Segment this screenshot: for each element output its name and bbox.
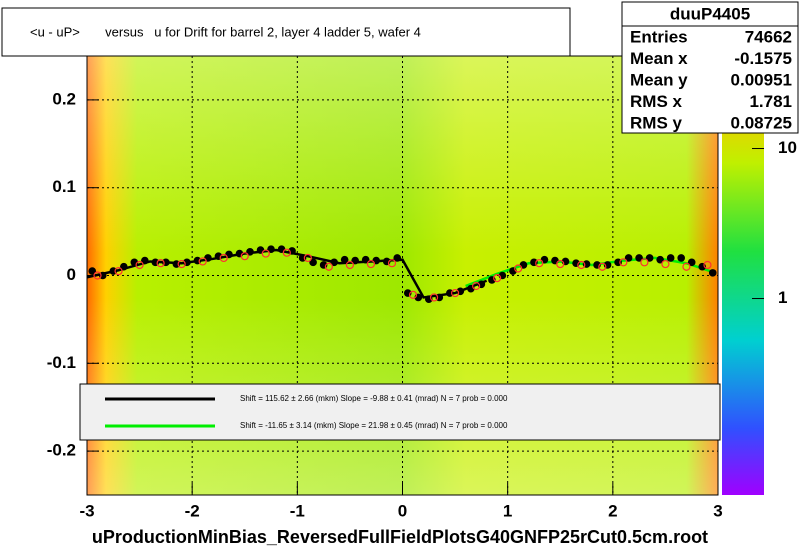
profile-point	[361, 255, 370, 264]
profile-point	[703, 260, 712, 270]
profile-point	[472, 281, 481, 291]
stats-key: RMS y	[630, 113, 683, 132]
profile-point	[219, 253, 228, 263]
profile-point	[514, 264, 523, 273]
profile-point	[519, 261, 528, 269]
profile-point	[635, 254, 643, 262]
profile-point	[282, 248, 291, 257]
profile-point	[156, 259, 165, 268]
profile-point	[225, 250, 233, 259]
x-tick-label: 3	[713, 501, 722, 520]
profile-point	[677, 254, 685, 262]
x-tick-label: 0	[398, 501, 407, 520]
stats-value: 0.00951	[731, 70, 792, 89]
profile-point	[267, 245, 275, 253]
z-tick-label: 1	[778, 288, 787, 307]
y-tick-label: 0.1	[52, 177, 76, 196]
profile-point	[351, 256, 359, 265]
profile-point	[114, 267, 123, 276]
profile-point	[540, 255, 549, 264]
profile-point	[640, 258, 649, 267]
stats-title: duuP4405	[670, 4, 750, 23]
profile-point	[682, 262, 691, 271]
y-tick-label: 0.2	[52, 89, 76, 108]
profile-point	[556, 259, 565, 269]
profile-point	[141, 256, 149, 265]
profile-point	[88, 267, 97, 275]
profile-point	[240, 252, 249, 261]
stats-key: Mean y	[630, 70, 688, 89]
legend-label: Shift = 115.62 ± 2.66 (mkm) Slope = -9.8…	[240, 394, 508, 403]
stats-box	[621, 1, 799, 134]
profile-point	[198, 257, 207, 266]
profile-point	[330, 258, 338, 267]
profile-point	[493, 274, 502, 283]
profile-point	[345, 260, 355, 270]
profile-point	[393, 254, 402, 262]
profile-point	[645, 254, 654, 262]
profile-point	[366, 259, 376, 269]
profile-point	[429, 293, 439, 302]
y-tick-label: 0	[67, 265, 76, 284]
stats-value: 1.781	[749, 92, 792, 111]
profile-point	[256, 246, 265, 254]
stats-value: 74662	[745, 27, 792, 46]
profile-point	[340, 255, 349, 264]
profile-point	[598, 262, 607, 271]
plot-layer	[86, 55, 719, 496]
profile-point	[277, 245, 286, 253]
profile-point	[551, 256, 559, 265]
profile-point	[177, 259, 186, 269]
y-tick-label: -0.1	[47, 353, 76, 372]
profile-point	[708, 269, 717, 277]
x-tick-label: -1	[290, 501, 305, 520]
x-tick-label: 1	[503, 501, 512, 520]
stats-key: Mean x	[630, 49, 688, 68]
legend-box	[79, 383, 721, 441]
stats-key: Entries	[630, 27, 688, 46]
stats-key: RMS x	[630, 92, 683, 111]
profile-point	[303, 253, 312, 263]
legend: Shift = 115.62 ± 2.66 (mkm) Slope = -9.8…	[105, 394, 508, 430]
stats-rows: Entries 74662 Mean x -0.1575 Mean y 0.00951 RM…	[630, 27, 792, 132]
profile-point	[619, 258, 628, 267]
profile-point	[577, 260, 586, 270]
profile-point	[324, 262, 333, 271]
profile-point	[135, 260, 144, 270]
profile-point	[666, 254, 675, 262]
profile-point	[624, 254, 633, 262]
fit-line	[465, 256, 714, 288]
profile-point	[661, 259, 670, 269]
profile-point	[408, 290, 418, 299]
profile-point	[261, 249, 270, 258]
stats-value: -0.1575	[734, 49, 792, 68]
profile-point	[450, 288, 460, 298]
profile-point	[656, 255, 664, 264]
x-tick-label: -2	[185, 501, 200, 520]
x-tick-label: 2	[608, 501, 617, 520]
x-tick-label: -3	[79, 501, 94, 520]
profile-point	[387, 259, 397, 268]
y-tick-label: -0.2	[47, 441, 76, 460]
profile-point	[687, 258, 696, 267]
profile-point	[204, 254, 212, 262]
profile-point	[372, 256, 381, 265]
x-axis-label: uProductionMinBias_ReversedFullFieldPlot…	[92, 527, 708, 547]
title-box	[1, 7, 571, 57]
z-tick-label: 10	[778, 138, 797, 157]
legend-label: Shift = -11.65 ± 3.14 (mkm) Slope = 21.9…	[240, 421, 508, 430]
profile-point	[246, 247, 254, 256]
profile-point	[535, 259, 544, 268]
profile-point	[93, 271, 102, 280]
profile-point	[309, 258, 317, 267]
chart-title: <u - uP> versus u for Drift for barrel 2…	[30, 24, 421, 39]
profile-point	[120, 262, 128, 271]
stats-value: 0.08725	[731, 113, 792, 132]
